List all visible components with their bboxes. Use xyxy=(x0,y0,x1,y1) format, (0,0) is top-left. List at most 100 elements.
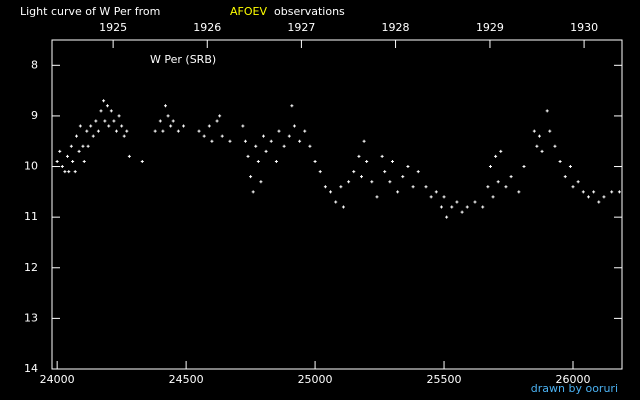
point xyxy=(308,144,312,148)
chart-title-suffix: observations xyxy=(274,5,345,18)
point xyxy=(259,180,263,184)
point xyxy=(494,154,498,158)
point xyxy=(207,124,211,128)
point xyxy=(416,170,420,174)
point xyxy=(166,114,170,118)
point xyxy=(169,124,173,128)
x-tick-label: 25000 xyxy=(298,373,333,386)
point xyxy=(488,165,492,169)
point xyxy=(202,134,206,138)
x-tick-label: 24000 xyxy=(40,373,75,386)
y-tick-label: 11 xyxy=(24,210,38,223)
point xyxy=(540,149,544,153)
point xyxy=(592,190,596,194)
point xyxy=(499,149,503,153)
point xyxy=(548,129,552,133)
point xyxy=(287,134,291,138)
point xyxy=(81,144,85,148)
point xyxy=(537,134,541,138)
point xyxy=(509,175,513,179)
point xyxy=(220,134,224,138)
point xyxy=(496,180,500,184)
point xyxy=(158,119,162,123)
point xyxy=(82,159,86,163)
point xyxy=(347,180,351,184)
y-tick-label: 13 xyxy=(24,311,38,324)
point xyxy=(163,104,167,108)
point xyxy=(581,190,585,194)
point xyxy=(576,180,580,184)
point xyxy=(411,185,415,189)
y-tick-label: 9 xyxy=(31,109,38,122)
point xyxy=(58,149,62,153)
y-tick-label: 12 xyxy=(24,261,38,274)
point xyxy=(329,190,333,194)
x-tick-label: 26000 xyxy=(555,373,590,386)
point xyxy=(586,195,590,199)
point xyxy=(73,170,77,174)
point xyxy=(473,200,477,204)
x2-tick-label: 1927 xyxy=(287,21,315,34)
point xyxy=(197,129,201,133)
point xyxy=(122,134,126,138)
point xyxy=(339,185,343,189)
point xyxy=(91,134,95,138)
point xyxy=(67,170,71,174)
point xyxy=(274,159,278,163)
point xyxy=(243,139,247,143)
point xyxy=(264,149,268,153)
point xyxy=(176,129,180,133)
point xyxy=(313,159,317,163)
point xyxy=(445,215,449,219)
point xyxy=(109,109,113,113)
point xyxy=(182,124,186,128)
x2-tick-label: 1929 xyxy=(476,21,504,34)
point xyxy=(65,154,69,158)
point xyxy=(63,170,67,174)
point xyxy=(246,154,250,158)
point xyxy=(429,195,433,199)
point xyxy=(78,124,82,128)
point xyxy=(251,190,255,194)
point xyxy=(256,159,260,163)
x2-tick-label: 1926 xyxy=(193,21,221,34)
x-tick-label: 24500 xyxy=(169,373,204,386)
point xyxy=(94,119,98,123)
point xyxy=(465,205,469,209)
point xyxy=(357,154,361,158)
point xyxy=(370,180,374,184)
point xyxy=(114,129,118,133)
point xyxy=(396,190,400,194)
point xyxy=(602,195,606,199)
point xyxy=(102,99,106,103)
point xyxy=(69,144,73,148)
x2-tick-label: 1928 xyxy=(382,21,410,34)
x-tick-label: 25500 xyxy=(427,373,462,386)
point xyxy=(571,185,575,189)
point xyxy=(491,195,495,199)
point xyxy=(334,200,338,204)
point xyxy=(153,129,157,133)
point xyxy=(140,159,144,163)
point xyxy=(481,205,485,209)
point xyxy=(390,159,394,163)
point xyxy=(120,124,124,128)
point xyxy=(375,195,379,199)
point xyxy=(610,190,614,194)
point xyxy=(215,119,219,123)
point xyxy=(323,185,327,189)
point xyxy=(55,159,59,163)
point xyxy=(424,185,428,189)
point xyxy=(86,144,90,148)
x2-tick-label: 1930 xyxy=(570,21,598,34)
point xyxy=(269,139,273,143)
point xyxy=(277,129,281,133)
point xyxy=(434,190,438,194)
point xyxy=(535,144,539,148)
point xyxy=(261,134,265,138)
point xyxy=(210,139,214,143)
point xyxy=(568,165,572,169)
y-tick-label: 10 xyxy=(24,160,38,173)
